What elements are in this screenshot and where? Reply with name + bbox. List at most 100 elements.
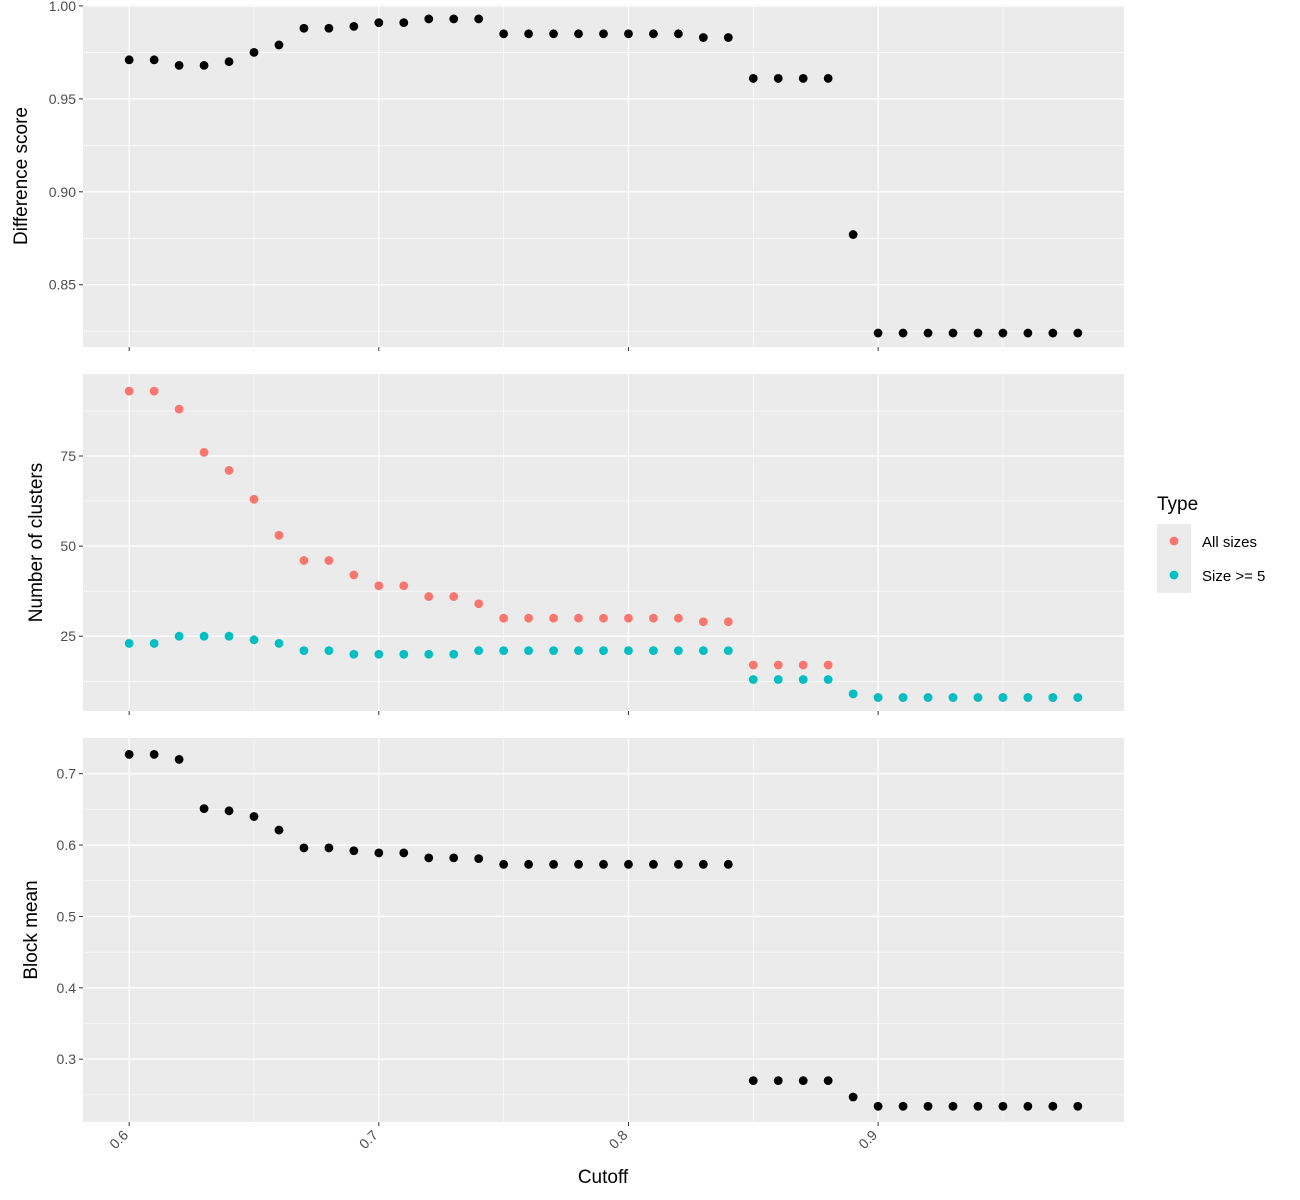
data-point: [898, 693, 908, 702]
data-point: [599, 859, 608, 869]
data-point: [374, 18, 384, 28]
panels-layer: 0.85 0.90 0.95 1.00 Difference score 25 50 75 Nu…: [11, 0, 1124, 1152]
data-point: [723, 617, 733, 627]
data-point: [224, 57, 234, 67]
data-point: [474, 854, 484, 864]
data-point: [549, 646, 558, 656]
data-point: [549, 29, 558, 39]
data-point: [499, 646, 509, 656]
data-point: [524, 859, 534, 869]
y-tick-label: 50: [60, 538, 76, 554]
data-point: [299, 23, 309, 33]
data-point: [848, 1092, 858, 1102]
data-point: [124, 750, 134, 759]
data-point: [873, 328, 883, 338]
data-point: [174, 755, 184, 764]
y-tick-label: 0.95: [49, 91, 76, 107]
data-point: [948, 693, 958, 702]
data-point: [948, 328, 958, 338]
data-point: [873, 693, 883, 702]
data-point: [823, 74, 833, 83]
data-point: [149, 639, 159, 648]
data-point: [174, 61, 184, 70]
data-point: [698, 617, 708, 627]
data-point: [748, 74, 758, 83]
data-point: [599, 29, 608, 39]
data-point: [374, 848, 384, 858]
data-point: [549, 859, 558, 869]
data-point: [698, 646, 708, 656]
data-point: [798, 74, 808, 83]
data-point: [299, 843, 309, 853]
data-point: [673, 613, 683, 623]
data-point: [349, 846, 359, 856]
legend-title: Type: [1157, 494, 1198, 515]
data-point: [898, 328, 908, 338]
data-point: [249, 47, 259, 57]
data-point: [449, 853, 459, 863]
data-point: [748, 675, 758, 684]
data-point: [199, 631, 209, 641]
y-tick-label: 75: [60, 448, 76, 464]
data-point: [649, 859, 658, 869]
data-point: [649, 613, 658, 623]
x-axis-title: Cutoff: [578, 1167, 629, 1188]
data-point: [499, 29, 509, 39]
data-point: [474, 14, 484, 24]
data-point: [973, 1101, 983, 1111]
data-point: [773, 74, 783, 83]
data-point: [1048, 693, 1058, 702]
data-point: [424, 592, 434, 601]
data-point: [174, 631, 184, 641]
data-point: [698, 859, 708, 869]
legend-key-0: [1169, 536, 1179, 546]
y-tick-label: 0.6: [57, 837, 77, 853]
data-point: [998, 328, 1008, 338]
y-tick-label: 0.90: [49, 184, 76, 200]
data-point: [424, 14, 434, 24]
data-point: [923, 1101, 933, 1111]
data-point: [524, 646, 534, 656]
legend-key-1: [1169, 570, 1179, 580]
data-point: [499, 613, 509, 623]
data-point: [599, 613, 608, 623]
data-point: [723, 859, 733, 869]
data-point: [574, 613, 583, 623]
data-point: [748, 660, 758, 670]
data-point: [274, 530, 284, 540]
data-point: [823, 675, 833, 684]
data-point: [823, 660, 833, 670]
data-point: [923, 693, 933, 702]
data-point: [649, 29, 658, 39]
data-point: [149, 386, 159, 396]
data-point: [199, 61, 209, 70]
data-point: [1073, 1101, 1083, 1111]
legend-entries: All sizes Size >= 5: [1157, 524, 1265, 593]
data-point: [399, 848, 409, 858]
data-point: [449, 649, 459, 659]
data-point: [549, 613, 558, 623]
y-tick-label: 0.4: [57, 980, 77, 996]
data-point: [399, 18, 409, 28]
data-point: [973, 328, 983, 338]
data-point: [124, 386, 134, 396]
data-point: [324, 843, 334, 853]
data-point: [224, 806, 234, 816]
y-axis-title-clusters: Number of clusters: [26, 463, 47, 622]
data-point: [149, 750, 159, 759]
data-point: [898, 1101, 908, 1111]
data-point: [723, 646, 733, 656]
data-point: [873, 1101, 883, 1111]
data-point: [823, 1076, 833, 1086]
data-point: [773, 660, 783, 670]
data-point: [574, 29, 583, 39]
data-point: [673, 859, 683, 869]
y-tick-label: 0.85: [49, 277, 76, 293]
data-point: [249, 635, 259, 645]
data-point: [199, 804, 209, 814]
x-tick-label: 0.7: [356, 1127, 381, 1152]
data-point: [798, 1076, 808, 1086]
data-point: [474, 646, 484, 656]
series-clusters-1: [124, 631, 1083, 702]
data-point: [1073, 693, 1083, 702]
